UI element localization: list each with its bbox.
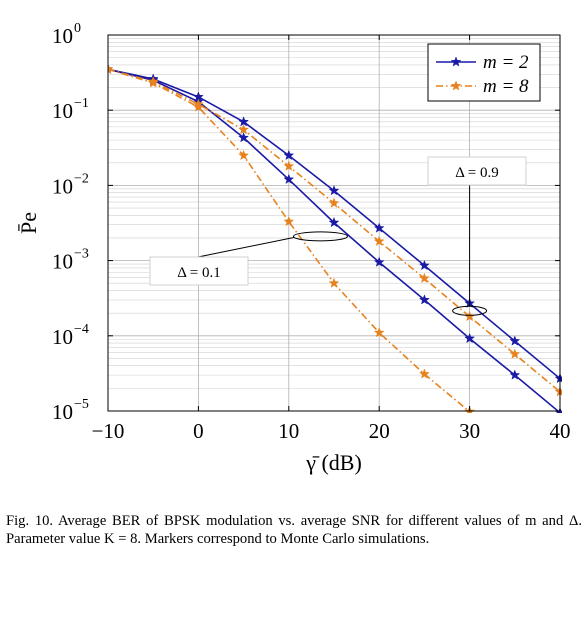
label-delta-01: Δ = 0.1 <box>177 265 221 281</box>
y-axis-title: P̄e <box>16 212 41 234</box>
y-tick-label: 10 <box>52 99 73 123</box>
series-marker <box>283 160 295 171</box>
y-tick-exponent: −2 <box>74 171 89 186</box>
series-line <box>108 68 561 413</box>
legend: m = 2 m = 8 <box>427 43 541 102</box>
ellipse-delta-01 <box>292 231 348 242</box>
series-marker <box>328 184 340 196</box>
series-m8-delta-0.9 <box>108 63 562 397</box>
series-marker <box>192 101 204 112</box>
ber-chart: −10 0 10 20 30 40 10 0 10 −1 10 −2 10 −3 10 −4 10 −5 Δ = … <box>16 21 571 475</box>
axis-titles: γ̄ (dB) P̄e <box>16 212 362 475</box>
series-marker <box>418 368 430 379</box>
series-marker <box>328 197 340 208</box>
y-tick-label: 10 <box>52 250 73 274</box>
legend-marker <box>450 56 462 67</box>
x-tick-label: 20 <box>369 419 390 443</box>
series-marker <box>373 326 385 338</box>
series-layer <box>108 63 562 413</box>
series-marker <box>509 335 521 346</box>
figure-caption: Fig. 10. Average BER of BPSK modulation … <box>6 512 582 549</box>
series-marker <box>509 348 521 359</box>
x-axis-title: γ̄ (dB) <box>305 450 362 475</box>
legend-box <box>427 43 541 102</box>
series-marker <box>238 124 250 135</box>
legend-marker <box>450 80 462 91</box>
series-marker <box>283 149 295 161</box>
caption-text: Fig. 10. Average BER of BPSK modulation … <box>6 513 582 548</box>
y-tick-label: 10 <box>52 24 73 48</box>
series-marker <box>283 215 295 227</box>
series-marker <box>147 77 159 88</box>
x-tick-label: 40 <box>550 419 571 443</box>
series-marker <box>373 222 385 233</box>
box-delta-09 <box>427 156 527 186</box>
y-tick-exponent: −4 <box>74 322 89 337</box>
y-tick-exponent: −5 <box>74 397 89 412</box>
series-marker <box>418 259 430 271</box>
label-delta-09: Δ = 0.9 <box>455 165 499 181</box>
series-marker <box>108 63 114 74</box>
leader-delta-01 <box>197 236 295 258</box>
series-line <box>108 68 471 413</box>
series-marker <box>238 149 250 161</box>
y-tick-exponent: −1 <box>74 96 89 111</box>
x-tick-label: 10 <box>278 419 299 443</box>
series-marker <box>283 173 295 185</box>
series-marker <box>464 332 476 344</box>
series-marker <box>373 256 385 267</box>
y-tick-exponent: 0 <box>74 21 81 36</box>
plot-frame <box>107 34 561 412</box>
series-marker <box>373 235 385 247</box>
y-tick-label: 10 <box>52 400 73 424</box>
series-marker <box>418 272 430 284</box>
x-tick-label: 0 <box>193 419 204 443</box>
y-tick-exponent: −3 <box>74 247 89 262</box>
x-tick-label: 30 <box>459 419 480 443</box>
y-tick-label: 10 <box>52 174 73 198</box>
series-marker <box>238 132 250 143</box>
y-tick-label: 10 <box>52 325 73 349</box>
series-marker <box>418 294 430 305</box>
legend-label: m = 2 <box>483 52 529 73</box>
series-marker <box>238 116 250 127</box>
x-tick-label: −10 <box>92 419 125 443</box>
annotations: Δ = 0.9 Δ = 0.1 <box>149 156 527 316</box>
box-delta-01 <box>149 256 249 286</box>
series-marker <box>509 369 521 380</box>
legend-label: m = 8 <box>483 76 529 97</box>
series-marker <box>328 216 340 228</box>
series-marker <box>328 277 340 288</box>
